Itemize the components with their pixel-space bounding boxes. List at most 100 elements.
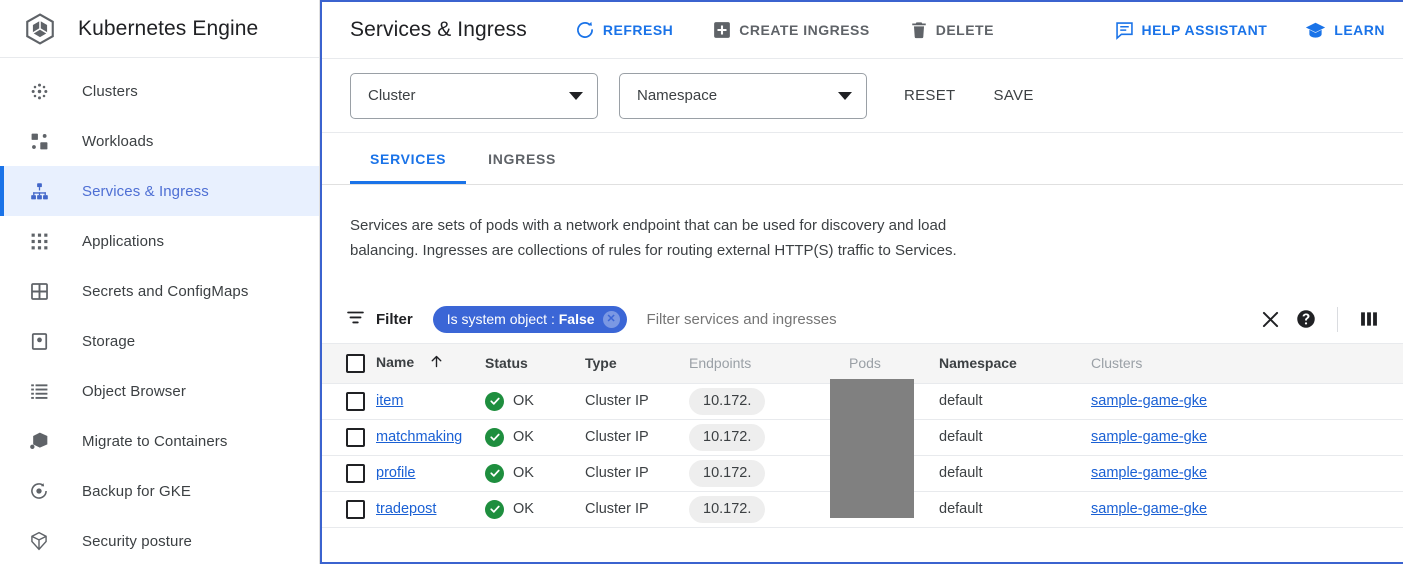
plus-square-icon bbox=[713, 21, 731, 39]
column-header-pods[interactable]: Pods bbox=[849, 344, 939, 384]
table-row[interactable]: item OK Cluster IP 10.172. 1/1 default s… bbox=[322, 383, 1403, 420]
table-header-row: Name Status Type Endpoints Pods Namespac… bbox=[322, 344, 1403, 384]
sidebar-item-object-browser[interactable]: Object Browser bbox=[0, 366, 319, 416]
cluster-link[interactable]: sample-game-gke bbox=[1091, 465, 1208, 481]
sidebar-item-label: Clusters bbox=[82, 82, 138, 100]
row-status-label: OK bbox=[513, 429, 534, 445]
sidebar-item-label: Storage bbox=[82, 332, 136, 350]
row-status-cell: OK bbox=[485, 455, 585, 492]
check-circle-icon bbox=[485, 463, 504, 483]
row-endpoints-cell: 10.172. bbox=[689, 383, 849, 420]
row-checkbox-cell bbox=[322, 419, 376, 456]
page-description: Services are sets of pods with a network… bbox=[350, 217, 957, 259]
column-settings-icon[interactable] bbox=[1351, 301, 1387, 337]
tab-ingress[interactable]: INGRESS bbox=[466, 133, 578, 184]
namespace-select-value: Namespace bbox=[637, 87, 718, 104]
column-header-type-label: Type bbox=[585, 355, 617, 372]
filter-button[interactable]: Filter bbox=[346, 308, 413, 331]
toolbar-right-actions: HELP ASSISTANT LEARN bbox=[1115, 20, 1403, 41]
redaction-overlay bbox=[830, 379, 914, 518]
sidebar-item-secrets-configmaps[interactable]: Secrets and ConfigMaps bbox=[0, 266, 319, 316]
row-status-cell: OK bbox=[485, 491, 585, 528]
row-name-cell: matchmaking bbox=[376, 419, 485, 456]
trash-icon bbox=[910, 21, 928, 39]
delete-label: DELETE bbox=[935, 22, 994, 38]
sidebar-item-label: Backup for GKE bbox=[82, 482, 191, 500]
check-circle-icon bbox=[485, 427, 504, 447]
learn-label: LEARN bbox=[1334, 22, 1385, 38]
row-checkbox[interactable] bbox=[346, 391, 365, 411]
sidebar-item-services-ingress[interactable]: Services & Ingress bbox=[0, 166, 319, 216]
cluster-link[interactable]: sample-game-gke bbox=[1091, 393, 1208, 409]
close-icon[interactable] bbox=[1252, 301, 1288, 337]
sidebar-item-security-posture[interactable]: Security posture bbox=[0, 516, 319, 564]
sidebar-item-storage[interactable]: Storage bbox=[0, 316, 319, 366]
select-all-header bbox=[322, 344, 376, 384]
column-header-name[interactable]: Name bbox=[376, 344, 485, 384]
row-name-cell: profile bbox=[376, 455, 485, 492]
row-checkbox[interactable] bbox=[346, 499, 365, 519]
chevron-down-icon bbox=[569, 91, 583, 100]
sidebar-item-backup-for-gke[interactable]: Backup for GKE bbox=[0, 466, 319, 516]
chat-help-icon bbox=[1115, 21, 1134, 40]
sidebar-item-workloads[interactable]: Workloads bbox=[0, 116, 319, 166]
filter-bar-right-icons bbox=[1252, 301, 1387, 337]
refresh-icon bbox=[575, 20, 595, 40]
create-ingress-button[interactable]: CREATE INGRESS bbox=[713, 21, 869, 39]
filter-search-input[interactable] bbox=[646, 310, 967, 328]
namespace-select[interactable]: Namespace bbox=[619, 72, 867, 119]
column-header-endpoints[interactable]: Endpoints bbox=[689, 344, 849, 384]
column-header-clusters[interactable]: Clusters bbox=[1091, 344, 1403, 384]
delete-button[interactable]: DELETE bbox=[910, 21, 994, 39]
product-title: Kubernetes Engine bbox=[78, 16, 259, 40]
service-link[interactable]: item bbox=[376, 393, 404, 409]
page-title: Services & Ingress bbox=[350, 18, 527, 41]
sidebar-item-label: Services & Ingress bbox=[82, 182, 209, 200]
service-link[interactable]: matchmaking bbox=[376, 429, 463, 445]
filter-chip-text: Is system object : False bbox=[447, 311, 595, 327]
row-type-cell: Cluster IP bbox=[585, 455, 689, 492]
service-link[interactable]: profile bbox=[376, 465, 416, 481]
sidebar-item-applications[interactable]: Applications bbox=[0, 216, 319, 266]
row-checkbox[interactable] bbox=[346, 427, 365, 447]
tab-bar: SERVICES INGRESS bbox=[322, 133, 1403, 185]
row-namespace-cell: default bbox=[939, 383, 1091, 420]
column-header-namespace[interactable]: Namespace bbox=[939, 344, 1091, 384]
row-endpoints-cell: 10.172. bbox=[689, 419, 849, 456]
select-all-checkbox[interactable] bbox=[346, 353, 365, 373]
sidebar-header: Kubernetes Engine bbox=[0, 0, 319, 58]
column-header-status[interactable]: Status bbox=[485, 344, 585, 384]
tab-services-label: SERVICES bbox=[370, 150, 447, 167]
tab-services[interactable]: SERVICES bbox=[350, 133, 467, 184]
column-header-endpoints-label: Endpoints bbox=[689, 355, 752, 372]
refresh-button[interactable]: REFRESH bbox=[575, 20, 673, 40]
column-header-type[interactable]: Type bbox=[585, 344, 689, 384]
cluster-select[interactable]: Cluster bbox=[350, 72, 598, 119]
row-type-cell: Cluster IP bbox=[585, 491, 689, 528]
filter-chip-key: Is system object : bbox=[446, 311, 559, 327]
sidebar-item-label: Migrate to Containers bbox=[82, 432, 228, 450]
reset-button[interactable]: RESET bbox=[904, 87, 956, 104]
sidebar-item-label: Secrets and ConfigMaps bbox=[82, 282, 249, 300]
cluster-link[interactable]: sample-game-gke bbox=[1091, 501, 1208, 517]
help-circle-icon[interactable] bbox=[1288, 301, 1324, 337]
help-assistant-button[interactable]: HELP ASSISTANT bbox=[1115, 21, 1268, 40]
filter-select-row: Cluster Namespace RESET SAVE bbox=[322, 59, 1403, 133]
filter-chip-is-system-object[interactable]: Is system object : False ✕ bbox=[432, 305, 627, 333]
table-row[interactable]: tradepost OK Cluster IP 10.172. 1/1 defa… bbox=[322, 491, 1403, 528]
service-link[interactable]: tradepost bbox=[376, 501, 437, 517]
chevron-down-icon bbox=[838, 91, 852, 100]
chip-remove-icon[interactable]: ✕ bbox=[602, 310, 620, 328]
services-table: Name Status Type Endpoints Pods Namespac… bbox=[322, 344, 1403, 528]
sidebar-item-clusters[interactable]: Clusters bbox=[0, 66, 319, 116]
row-checkbox-cell bbox=[322, 383, 376, 420]
cluster-link[interactable]: sample-game-gke bbox=[1091, 429, 1208, 445]
row-status-cell: OK bbox=[485, 419, 585, 456]
row-name-cell: tradepost bbox=[376, 491, 485, 528]
save-button[interactable]: SAVE bbox=[993, 87, 1034, 104]
sidebar-item-migrate-to-containers[interactable]: Migrate to Containers bbox=[0, 416, 319, 466]
row-checkbox[interactable] bbox=[346, 463, 365, 483]
row-cluster-cell: sample-game-gke bbox=[1091, 419, 1403, 456]
sidebar-item-label: Security posture bbox=[82, 532, 192, 550]
learn-button[interactable]: LEARN bbox=[1305, 20, 1385, 41]
